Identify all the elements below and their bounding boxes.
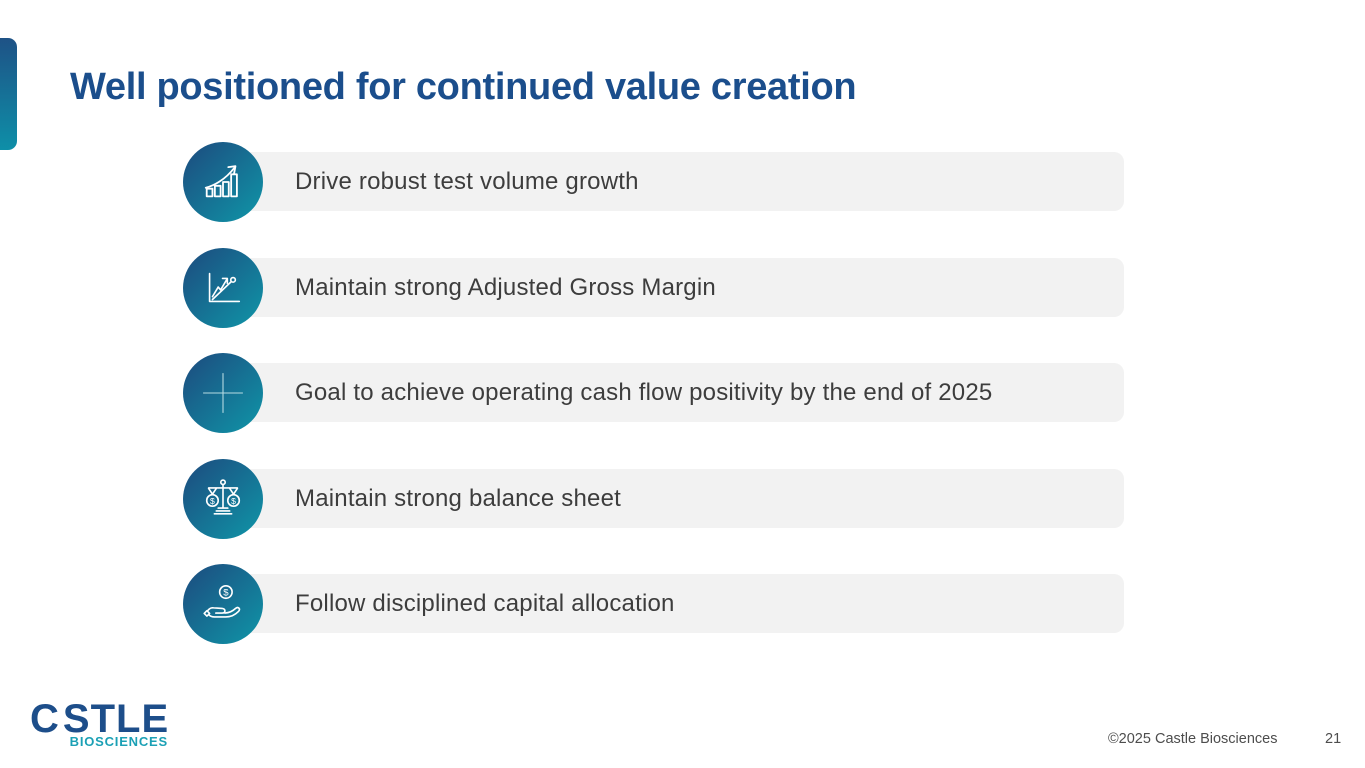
list-item-label: Drive robust test volume growth [295, 167, 639, 195]
growth-chart-icon [183, 142, 263, 222]
list-item-label: Maintain strong Adjusted Gross Margin [295, 273, 716, 301]
logo-subtext: BIOSCIENCES [69, 734, 168, 749]
list-item: $ $ Maintain strong balance sheet [183, 459, 1124, 539]
logo-letter-c: C [30, 697, 60, 741]
list-item-pill: Maintain strong balance sheet [240, 469, 1124, 528]
list-item-label: Goal to achieve operating cash flow posi… [295, 378, 993, 406]
logo-letters-stle: STLE [62, 697, 170, 741]
plus-icon [183, 353, 263, 433]
hand-coin-icon: $ [183, 564, 263, 644]
list-item-label: Maintain strong balance sheet [295, 484, 622, 512]
page-title: Well positioned for continued value crea… [70, 66, 857, 108]
list-item: $ Follow disciplined capital allocation [183, 564, 1124, 644]
list-item: Drive robust test volume growth [183, 142, 1124, 222]
footer-copyright: ©2025 Castle Biosciences [1108, 731, 1278, 747]
castle-biosciences-logo: C STLE BIOSCIENCES [30, 697, 170, 749]
list-item-label: Follow disciplined capital allocation [295, 589, 675, 617]
list-item-pill: Goal to achieve operating cash flow posi… [240, 363, 1124, 422]
list-item-pill: Follow disciplined capital allocation [240, 574, 1124, 633]
list-item-pill: Drive robust test volume growth [240, 152, 1124, 211]
svg-text:$: $ [223, 588, 229, 599]
balance-scale-icon: $ $ [183, 459, 263, 539]
svg-text:$: $ [210, 496, 215, 506]
logo-wordmark: C STLE [30, 697, 170, 741]
list-item: Maintain strong Adjusted Gross Margin [183, 248, 1124, 328]
list-item-pill: Maintain strong Adjusted Gross Margin [240, 258, 1124, 317]
accent-bar [0, 38, 17, 150]
list-item: Goal to achieve operating cash flow posi… [183, 353, 1124, 433]
svg-text:$: $ [231, 496, 236, 506]
line-chart-icon [183, 248, 263, 328]
page-number: 21 [1325, 731, 1342, 747]
